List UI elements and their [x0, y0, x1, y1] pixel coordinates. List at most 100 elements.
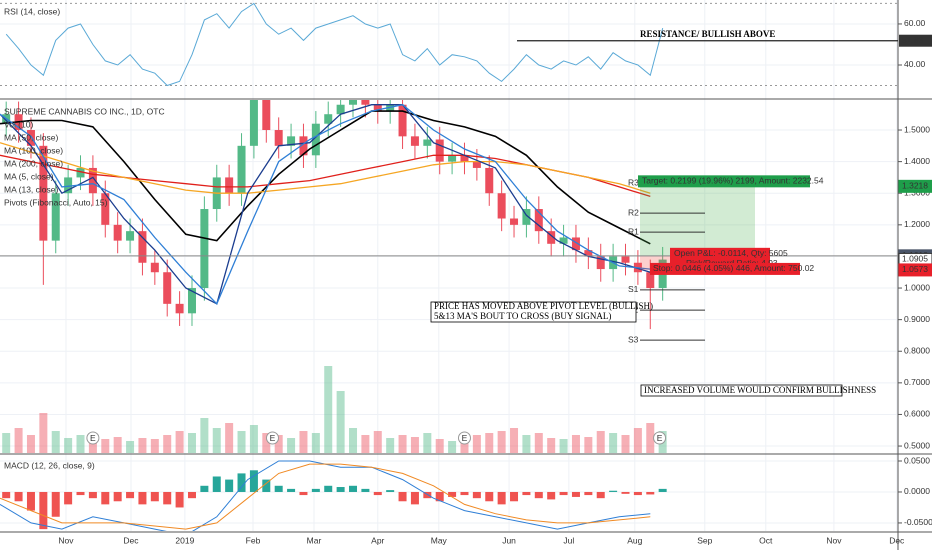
- macd-bar: [497, 491, 506, 505]
- volume-bar: [410, 437, 419, 453]
- annotation-box: [640, 384, 843, 397]
- candle-body: [584, 250, 593, 257]
- candle-body: [596, 256, 605, 270]
- y-tick-label: 0.6000: [904, 409, 930, 419]
- pivot-label: R3: [628, 177, 639, 187]
- legend-entry: MA (5, close): [4, 171, 54, 181]
- candle-body: [448, 155, 457, 162]
- candle-body: [646, 272, 655, 289]
- x-tick-label: Mar: [307, 535, 322, 545]
- y-tick-label: 0.8000: [904, 345, 930, 355]
- volume-bar: [311, 433, 320, 453]
- pivot-label: R1: [628, 226, 639, 236]
- rsi-panel: [0, 2, 898, 87]
- macd-title: MACD (12, 26, close, 9): [4, 460, 95, 470]
- volume-bar: [212, 428, 221, 453]
- volume-bar: [460, 438, 469, 453]
- volume-bar: [175, 431, 184, 453]
- moving-average: [0, 110, 651, 245]
- macd-bar: [373, 491, 382, 496]
- target-label: Target: 0.2199 (19.96%) 2199, Amount: 22…: [642, 176, 824, 186]
- volume-bar: [150, 439, 159, 453]
- macd-bar: [410, 491, 419, 505]
- earnings-label: E: [270, 433, 276, 443]
- macd-bar: [51, 491, 60, 517]
- candle-body: [423, 139, 432, 146]
- macd-bar: [472, 491, 481, 499]
- pivot-label: S1: [628, 284, 639, 294]
- macd-bar: [658, 488, 667, 492]
- earnings-marker: [653, 431, 667, 445]
- legend-entry: MA (50, close): [4, 132, 58, 142]
- macd-bar: [175, 491, 184, 508]
- y-tick-label: 40.00: [904, 59, 926, 69]
- macd-bar: [336, 487, 345, 492]
- candle-body: [237, 145, 246, 194]
- volume-bar: [435, 439, 444, 453]
- volume-bar: [559, 439, 568, 453]
- candle-body: [26, 130, 35, 146]
- macd-bar: [423, 491, 432, 499]
- earnings-label: E: [657, 433, 663, 443]
- candle-body: [287, 136, 296, 146]
- volume-bar: [88, 441, 97, 453]
- macd-bar: [299, 491, 308, 496]
- macd-bar: [150, 491, 159, 502]
- macd-bar: [126, 491, 135, 499]
- annotation: PRICE HAS MOVED ABOVE PIVOT LEVEL (BULLI…: [434, 301, 653, 311]
- y-tick-label: 1.4000: [904, 156, 930, 166]
- volume-bar: [51, 431, 60, 453]
- macd-bar: [113, 491, 122, 502]
- x-tick-label: Feb: [246, 535, 261, 545]
- candle-body: [138, 231, 147, 263]
- volume-bar: [237, 431, 246, 453]
- volume-bar: [386, 438, 395, 453]
- volume-bar: [64, 438, 73, 453]
- y-tick-label: 1.2000: [904, 219, 930, 229]
- price-tag-label: 1.0905: [902, 254, 928, 264]
- macd-bar: [2, 491, 11, 499]
- candle-body: [175, 303, 184, 314]
- volume-bar: [361, 435, 370, 453]
- volume-bar: [163, 435, 172, 453]
- y-tick-label: 0.0500: [904, 455, 930, 465]
- target-box: [638, 175, 810, 188]
- volume-bar: [448, 441, 457, 453]
- stop-box: [650, 262, 800, 275]
- candle-body: [88, 167, 97, 194]
- x-tick-label: Aug: [627, 535, 642, 545]
- macd-bar: [609, 490, 618, 492]
- pnl-label: Open P&L: -0.0114, Qty: 5605: [674, 248, 788, 258]
- price-tag: [898, 179, 932, 193]
- macd-bar: [435, 491, 444, 502]
- volume-bar: [225, 423, 234, 453]
- volume-bar: [299, 431, 308, 453]
- macd-bar: [596, 491, 605, 499]
- volume-bar: [485, 433, 494, 453]
- candle-body: [39, 145, 48, 241]
- macd-bar: [386, 490, 395, 492]
- macd-bar: [200, 485, 209, 492]
- rsi-line: [5, 2, 664, 87]
- candle-body: [51, 193, 60, 241]
- candle-body: [262, 100, 271, 131]
- candle-body: [336, 104, 345, 115]
- legend-entry: Vol (10): [4, 119, 33, 129]
- x-tick-label: Nov: [58, 535, 74, 545]
- macd-bar: [311, 488, 320, 492]
- volume-bar: [324, 366, 333, 453]
- macd-panel: [0, 460, 667, 531]
- macd-bar: [584, 491, 593, 496]
- y-tick-label: 0.7000: [904, 377, 930, 387]
- macd-bar: [559, 491, 568, 496]
- volume-bar: [472, 435, 481, 453]
- volume-bar: [633, 428, 642, 453]
- volume-bar: [126, 441, 135, 453]
- candle-body: [485, 167, 494, 194]
- x-tick-label: Dec: [123, 535, 139, 545]
- macd-bar: [225, 479, 234, 492]
- x-tick-label: Dec: [889, 535, 905, 545]
